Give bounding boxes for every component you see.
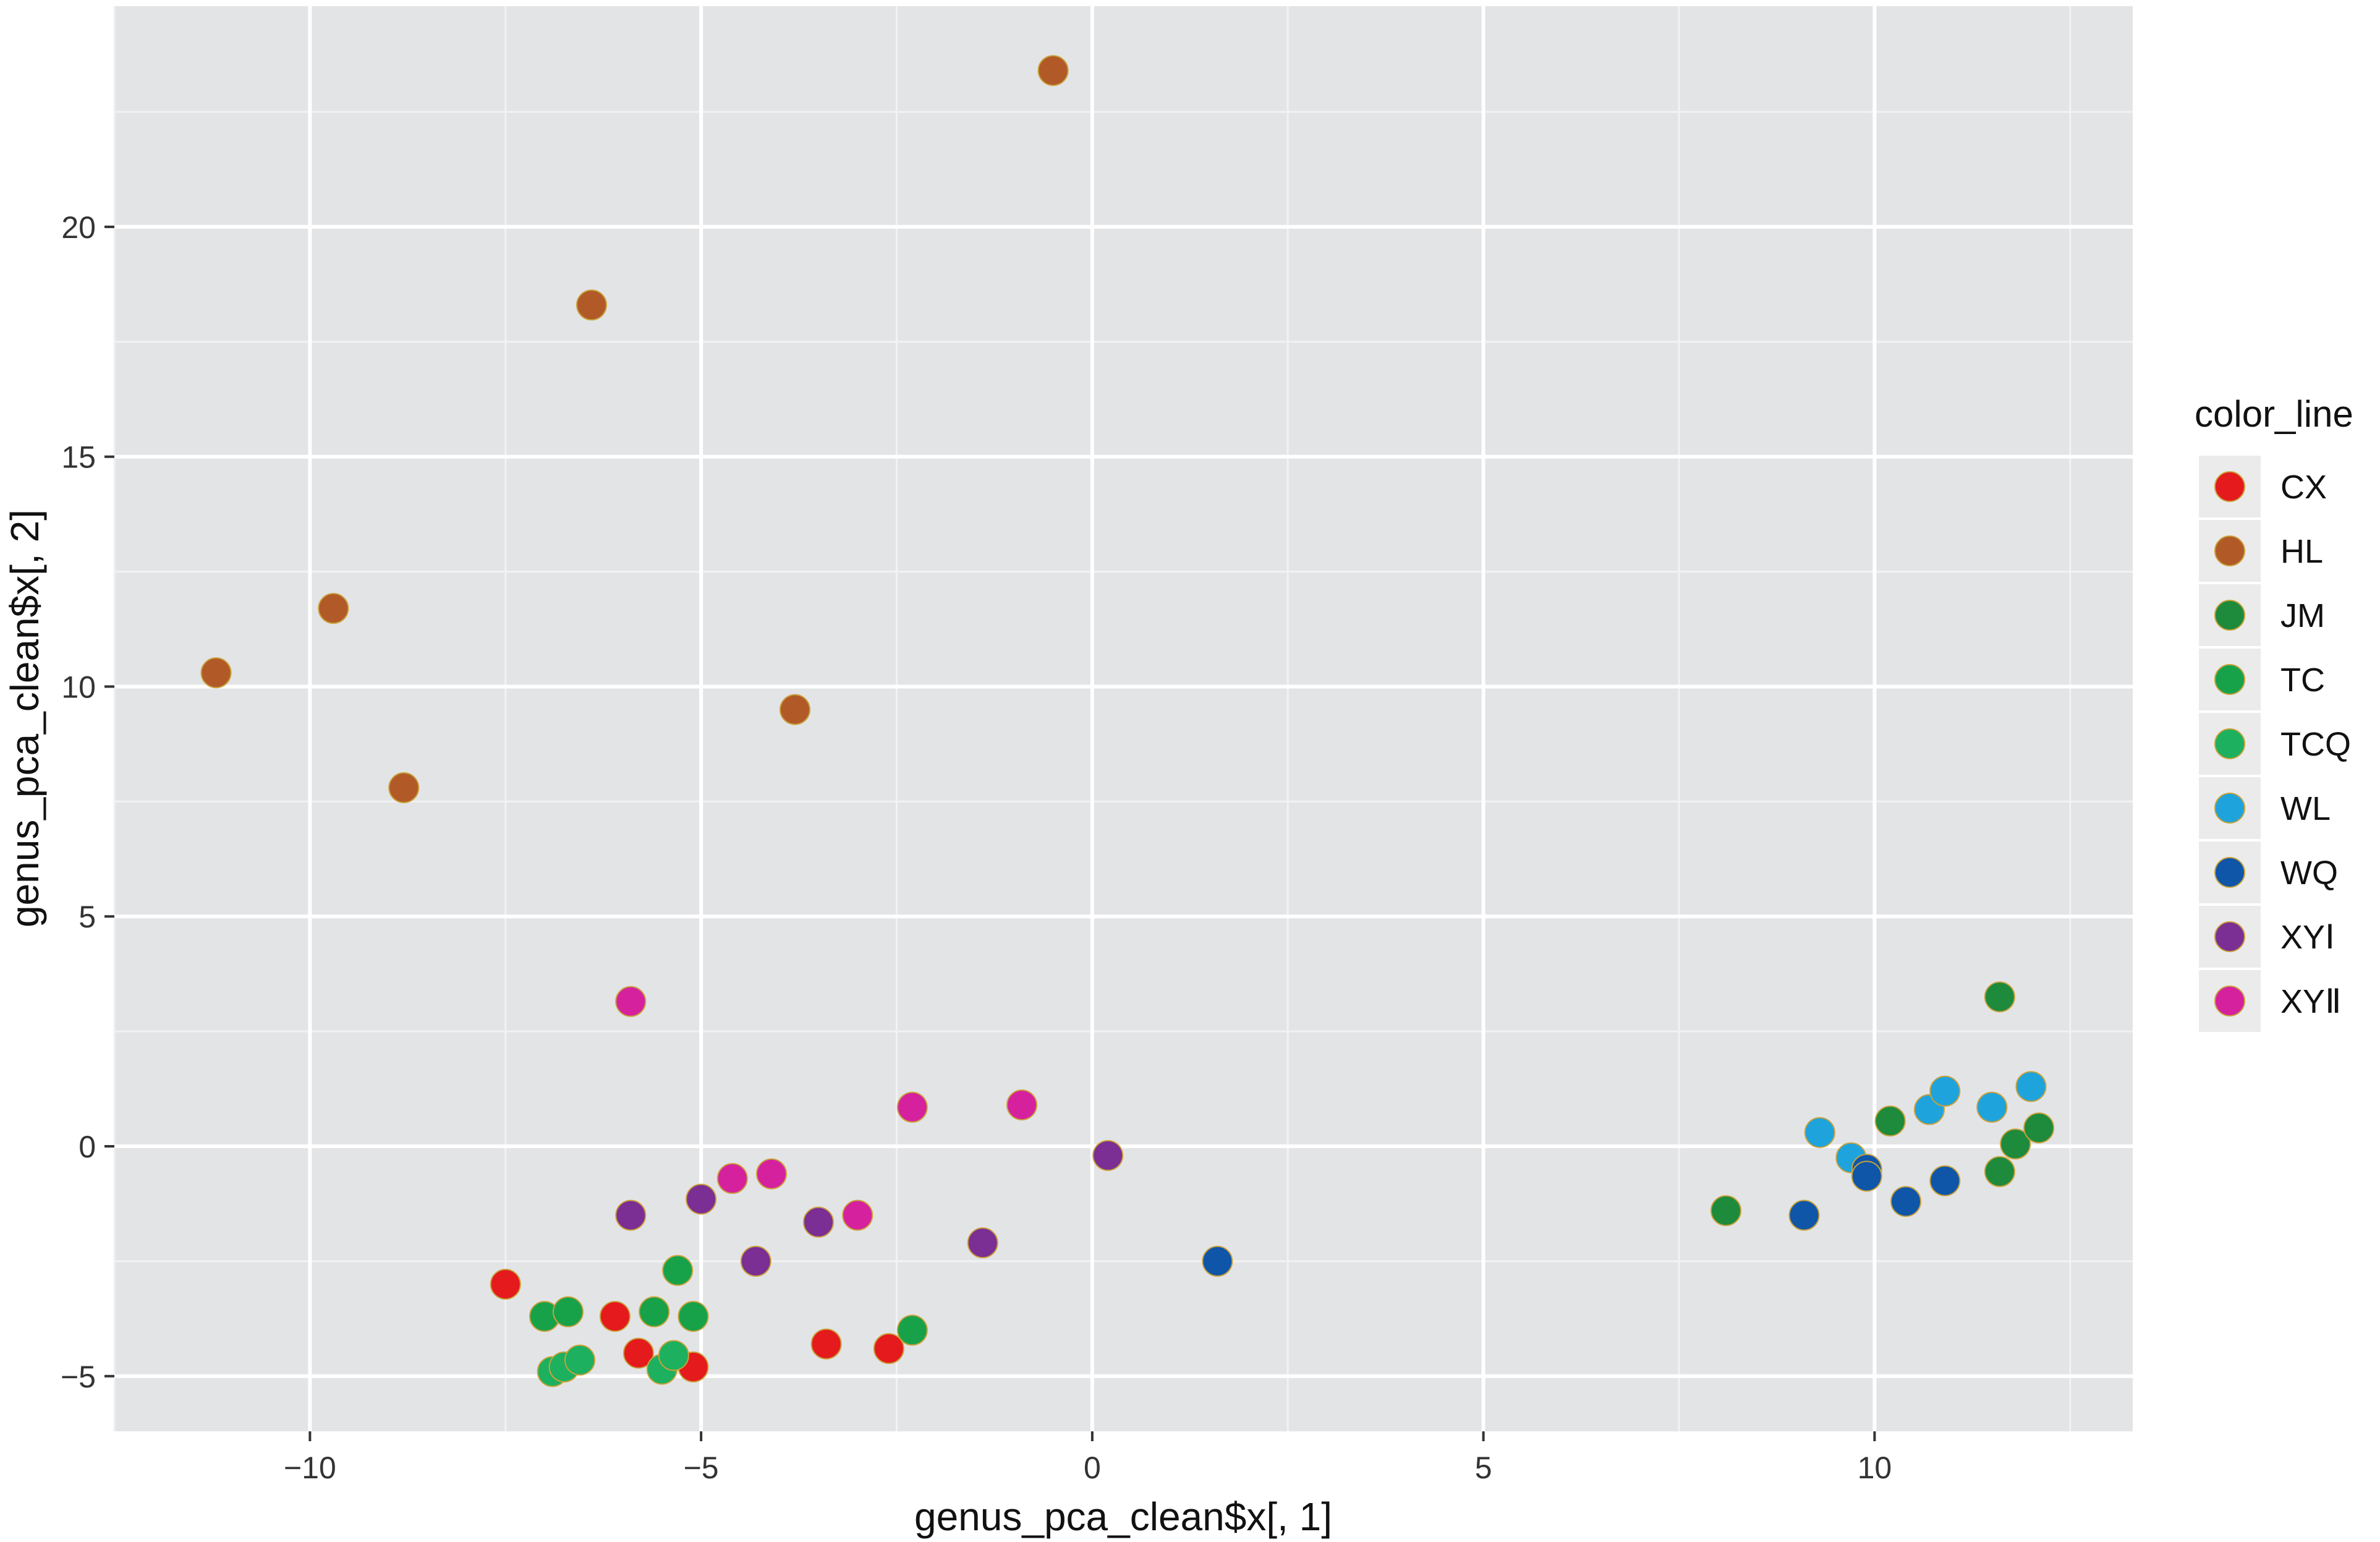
legend-label: XYⅠ <box>2280 919 2335 956</box>
data-point <box>1804 1117 1835 1148</box>
data-point <box>388 772 420 804</box>
legend-key-dot <box>2214 600 2245 631</box>
legend-key-dot <box>2214 535 2245 566</box>
data-point <box>779 694 810 725</box>
x-axis-ticks: −10 −5 0 5 10 <box>284 1431 1892 1485</box>
data-point <box>1037 55 1069 87</box>
y-axis-ticks: −5 0 5 10 15 20 <box>61 210 114 1394</box>
legend-label: TCQ <box>2280 726 2351 763</box>
data-point <box>1874 1105 1906 1137</box>
data-point <box>716 1163 748 1195</box>
x-tick-label: 5 <box>1475 1450 1492 1485</box>
legend-key-dot <box>2214 793 2245 824</box>
data-point <box>1202 1245 1233 1277</box>
legend-label: JM <box>2280 597 2325 634</box>
legend-key-dot <box>2214 857 2245 888</box>
data-point <box>2000 1128 2031 1160</box>
legend-title: color_line <box>2195 393 2353 435</box>
data-point <box>1929 1165 1961 1196</box>
data-point <box>615 1199 647 1231</box>
x-axis-title: genus_pca_clean$x[, 1] <box>914 1494 1332 1539</box>
y-tick-label: −5 <box>61 1360 96 1394</box>
data-point <box>1976 1091 2008 1123</box>
plot-panel <box>114 6 2133 1431</box>
legend-key-dot <box>2214 471 2245 502</box>
data-point <box>576 289 607 321</box>
data-point <box>658 1340 689 1371</box>
data-point <box>639 1296 670 1327</box>
data-point <box>967 1227 998 1259</box>
legend-label: WQ <box>2280 854 2338 892</box>
data-point <box>200 657 232 689</box>
data-point <box>740 1245 771 1277</box>
legend: color_line CX HL JM TC TCQ WL WQ XYⅠ XYⅡ <box>2195 393 2353 1032</box>
legend-label: CX <box>2280 469 2327 506</box>
y-tick-label: 15 <box>61 440 96 475</box>
legend-label: HL <box>2280 533 2323 570</box>
y-tick-label: 20 <box>61 210 96 245</box>
x-tick-label: 10 <box>1858 1450 1892 1485</box>
data-point <box>686 1183 717 1215</box>
data-point <box>1890 1186 1922 1217</box>
data-point <box>810 1328 842 1360</box>
data-point <box>615 986 647 1017</box>
data-point <box>623 1337 654 1369</box>
data-points <box>200 55 2055 1387</box>
y-tick-label: 10 <box>61 670 96 704</box>
y-tick-label: 5 <box>79 900 96 934</box>
legend-key-dot <box>2214 921 2245 952</box>
legend-label: WL <box>2280 790 2331 827</box>
y-axis-title: genus_pca_clean$x[, 2] <box>2 509 47 927</box>
data-point <box>1092 1139 1124 1171</box>
data-point <box>2023 1112 2055 1144</box>
data-point <box>756 1158 788 1190</box>
data-point <box>2015 1071 2047 1102</box>
grid-minor <box>113 6 2133 1431</box>
data-point <box>896 1091 928 1123</box>
legend-key-dot <box>2214 986 2245 1016</box>
data-point <box>490 1269 521 1300</box>
data-point <box>1851 1161 1882 1192</box>
data-point <box>802 1206 834 1238</box>
legend-key-dot <box>2214 664 2245 695</box>
data-point <box>873 1333 904 1365</box>
data-point <box>1929 1075 1961 1107</box>
y-tick-label: 0 <box>79 1130 96 1164</box>
data-point <box>1984 981 2015 1013</box>
data-point <box>552 1296 584 1327</box>
x-tick-label: 0 <box>1084 1450 1101 1485</box>
data-point <box>678 1301 709 1332</box>
data-point <box>1984 1156 2015 1187</box>
data-point <box>1006 1089 1037 1121</box>
legend-key-dot <box>2214 728 2245 759</box>
data-point <box>564 1344 595 1376</box>
data-point <box>318 593 349 624</box>
x-tick-label: −5 <box>684 1450 719 1485</box>
legend-label: TC <box>2280 662 2325 699</box>
data-point <box>842 1199 873 1231</box>
x-tick-label: −10 <box>284 1450 336 1485</box>
data-point <box>599 1301 631 1332</box>
data-point <box>1788 1199 1820 1231</box>
legend-label: XYⅡ <box>2280 983 2342 1020</box>
data-point <box>1710 1195 1741 1227</box>
data-point <box>896 1314 928 1346</box>
data-point <box>662 1254 694 1286</box>
